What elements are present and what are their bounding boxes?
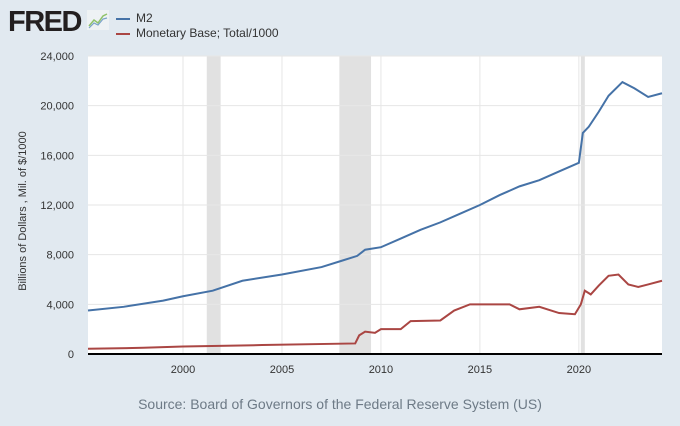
x-tick-label: 2020 (567, 364, 591, 376)
series-line (87, 273, 663, 350)
y-tick-label: 8,000 (46, 250, 74, 262)
legend-label: M2 (136, 11, 153, 25)
x-tick-label: 2005 (270, 364, 294, 376)
legend-swatch (116, 17, 130, 20)
fred-chart-icon (87, 10, 109, 30)
x-tick-label: 2010 (369, 364, 393, 376)
legend-swatch (116, 32, 130, 35)
y-tick-label: 0 (68, 349, 74, 361)
x-tick-label: 2000 (171, 364, 195, 376)
legend-item-m2: M2 (116, 11, 153, 25)
legend-item-base: Monetary Base; Total/1000 (116, 26, 279, 40)
y-tick-label: 20,000 (40, 101, 74, 113)
source-note: Source: Board of Governors of the Federa… (138, 396, 542, 412)
x-tick-label: 2015 (468, 364, 492, 376)
y-tick-label: 16,000 (40, 150, 74, 162)
legend-label: Monetary Base; Total/1000 (136, 26, 279, 40)
y-tick-label: 24,000 (40, 51, 74, 63)
y-tick-label: 12,000 (40, 200, 74, 212)
series-line (87, 80, 663, 312)
y-tick-label: 4,000 (46, 299, 74, 311)
fred-logo: FRED (8, 6, 82, 38)
